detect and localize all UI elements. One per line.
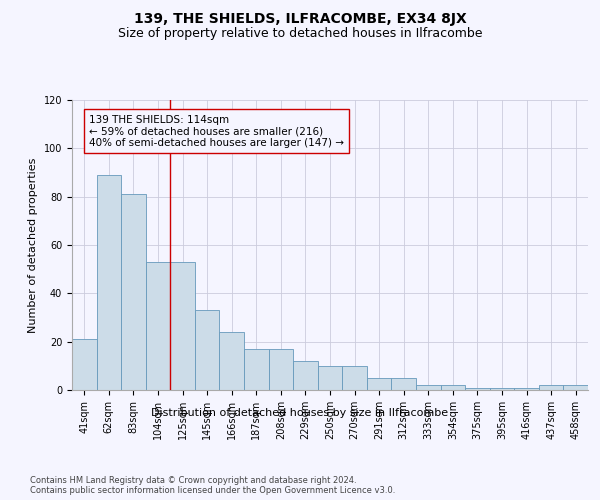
Bar — [195, 310, 220, 390]
Text: Size of property relative to detached houses in Ilfracombe: Size of property relative to detached ho… — [118, 28, 482, 40]
Text: Distribution of detached houses by size in Ilfracombe: Distribution of detached houses by size … — [151, 408, 449, 418]
Text: Contains HM Land Registry data © Crown copyright and database right 2024.
Contai: Contains HM Land Registry data © Crown c… — [30, 476, 395, 495]
Bar — [72, 339, 97, 390]
Bar — [490, 388, 514, 390]
Bar — [514, 388, 539, 390]
Bar — [440, 385, 465, 390]
Bar — [367, 378, 391, 390]
Bar — [416, 385, 440, 390]
Bar — [539, 385, 563, 390]
Bar — [391, 378, 416, 390]
Text: 139, THE SHIELDS, ILFRACOMBE, EX34 8JX: 139, THE SHIELDS, ILFRACOMBE, EX34 8JX — [134, 12, 466, 26]
Bar — [170, 262, 195, 390]
Bar — [220, 332, 244, 390]
Bar — [342, 366, 367, 390]
Bar — [97, 175, 121, 390]
Bar — [146, 262, 170, 390]
Bar — [293, 361, 318, 390]
Bar — [269, 349, 293, 390]
Bar — [465, 388, 490, 390]
Bar — [121, 194, 146, 390]
Text: 139 THE SHIELDS: 114sqm
← 59% of detached houses are smaller (216)
40% of semi-d: 139 THE SHIELDS: 114sqm ← 59% of detache… — [89, 114, 344, 148]
Bar — [318, 366, 342, 390]
Bar — [244, 349, 269, 390]
Bar — [563, 385, 588, 390]
Y-axis label: Number of detached properties: Number of detached properties — [28, 158, 38, 332]
